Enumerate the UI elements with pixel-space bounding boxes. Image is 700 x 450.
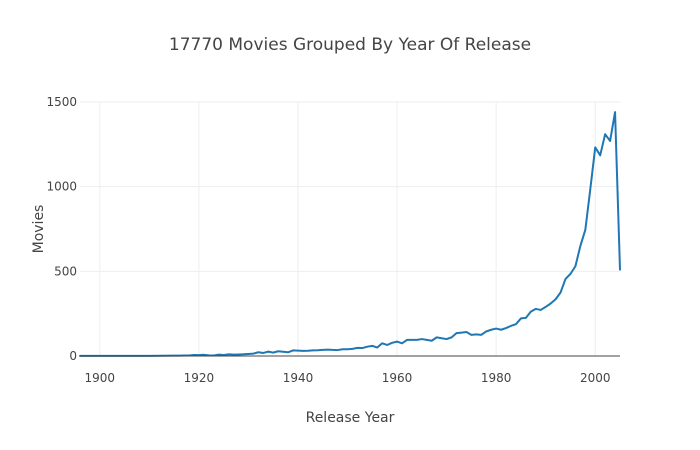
y-tick-label: 500 bbox=[54, 264, 77, 278]
x-tick-labels: 1900 1920 1940 1960 1980 2000 bbox=[85, 371, 611, 385]
x-tick-label: 1980 bbox=[481, 371, 512, 385]
y-tick-label: 0 bbox=[69, 349, 77, 363]
series-line-0 bbox=[79, 111, 621, 357]
chart-title: 17770 Movies Grouped By Year Of Release bbox=[169, 35, 531, 55]
x-tick-label: 1940 bbox=[283, 371, 314, 385]
x-tick-label: 1920 bbox=[184, 371, 215, 385]
x-tick-label: 2000 bbox=[580, 371, 611, 385]
y-axis-title: Movies bbox=[31, 205, 47, 254]
series-group bbox=[79, 111, 621, 357]
y-tick-labels: 0 500 1000 1500 bbox=[46, 95, 77, 363]
x-axis-title: Release Year bbox=[306, 410, 395, 426]
y-tick-label: 1500 bbox=[46, 95, 77, 109]
x-tick-label: 1900 bbox=[85, 371, 116, 385]
grid bbox=[80, 101, 620, 356]
x-tick-label: 1960 bbox=[382, 371, 413, 385]
y-tick-label: 1000 bbox=[46, 180, 77, 194]
